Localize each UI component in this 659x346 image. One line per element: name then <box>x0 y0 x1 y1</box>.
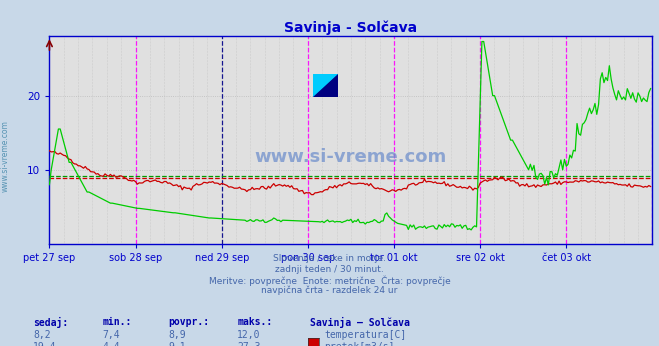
Text: pretok[m3/s]: pretok[m3/s] <box>324 342 395 346</box>
Text: 19,4: 19,4 <box>33 342 57 346</box>
Text: 9,1: 9,1 <box>168 342 186 346</box>
Text: zadnji teden / 30 minut.: zadnji teden / 30 minut. <box>275 265 384 274</box>
Text: www.si-vreme.com: www.si-vreme.com <box>1 120 10 192</box>
Text: Slovenija / reke in morje.: Slovenija / reke in morje. <box>273 254 386 263</box>
Text: sedaj:: sedaj: <box>33 317 68 328</box>
Text: 8,9: 8,9 <box>168 330 186 340</box>
Text: Savinja – Solčava: Savinja – Solčava <box>310 317 410 328</box>
Text: 4,4: 4,4 <box>102 342 120 346</box>
Text: 27,3: 27,3 <box>237 342 261 346</box>
Text: navpična črta - razdelek 24 ur: navpična črta - razdelek 24 ur <box>262 285 397 295</box>
Text: 12,0: 12,0 <box>237 330 261 340</box>
Polygon shape <box>313 74 338 97</box>
Text: www.si-vreme.com: www.si-vreme.com <box>255 148 447 166</box>
Text: temperatura[C]: temperatura[C] <box>324 330 407 340</box>
Text: min.:: min.: <box>102 317 132 327</box>
Title: Savinja - Solčava: Savinja - Solčava <box>284 21 418 35</box>
Polygon shape <box>313 74 338 97</box>
Text: maks.:: maks.: <box>237 317 272 327</box>
Text: Meritve: povprečne  Enote: metrične  Črta: povprečje: Meritve: povprečne Enote: metrične Črta:… <box>209 275 450 285</box>
Text: 8,2: 8,2 <box>33 330 51 340</box>
Text: povpr.:: povpr.: <box>168 317 209 327</box>
Text: 7,4: 7,4 <box>102 330 120 340</box>
